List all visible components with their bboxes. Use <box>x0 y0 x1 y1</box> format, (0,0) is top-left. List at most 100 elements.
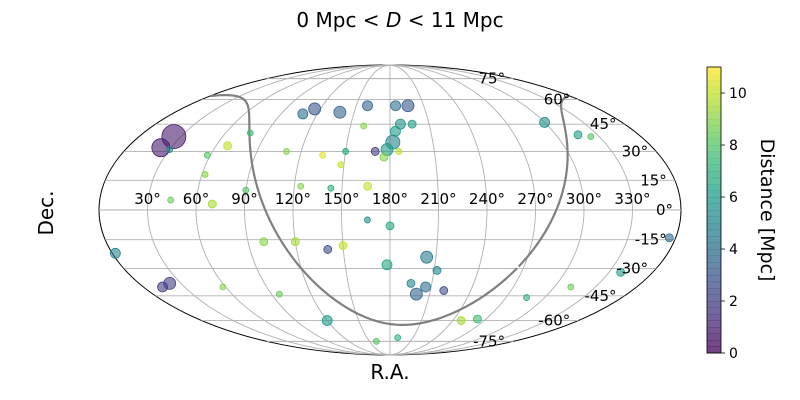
galaxy-point <box>394 334 402 342</box>
colorbar-segment <box>707 203 721 211</box>
colorbar-segment <box>707 301 721 308</box>
colorbar-segment <box>707 275 721 282</box>
colorbar-segment <box>707 132 721 139</box>
galaxy-point <box>337 161 345 169</box>
galaxy-point <box>363 181 373 191</box>
galactic-plane-layer <box>210 94 569 326</box>
colorbar-segment <box>707 184 721 191</box>
galaxy-point <box>297 182 305 190</box>
galaxy-point <box>246 129 254 137</box>
ra-tick-label: 270° <box>517 190 553 208</box>
colorbar-segment <box>707 67 721 74</box>
colorbar-segment <box>707 210 721 217</box>
colorbar-segment <box>707 164 721 172</box>
dec-tick-label: 45° <box>590 115 617 133</box>
dec-tick-label: -75° <box>473 332 505 350</box>
points-layer <box>109 99 674 345</box>
colorbar-segment <box>707 138 721 146</box>
galaxy-point <box>390 100 402 112</box>
colorbar-segment <box>707 294 721 302</box>
galaxy-point <box>166 146 173 153</box>
galaxy-point <box>406 278 416 288</box>
ra-tick-label: 300° <box>566 190 602 208</box>
galaxy-point <box>567 283 575 291</box>
colorbar-segment <box>707 288 721 295</box>
dec-tick-label: -45° <box>585 287 617 305</box>
dec-tick-label: -15° <box>635 231 667 249</box>
galaxy-point <box>321 315 333 326</box>
colorbar-segment <box>707 327 721 334</box>
colorbar-segment <box>707 216 721 224</box>
colorbar-segment <box>707 86 721 94</box>
ra-tick-label: 330° <box>614 190 650 208</box>
galaxy-point <box>319 151 327 159</box>
galaxy-point <box>203 151 211 159</box>
galaxy-point <box>381 259 393 271</box>
colorbar-segment <box>707 112 721 120</box>
ra-tick-label: 240° <box>469 190 505 208</box>
galaxy-point <box>338 241 348 250</box>
colorbar-tick-label: 8 <box>729 138 738 154</box>
galaxy-point <box>372 337 380 345</box>
y-axis-label: Dec. <box>34 190 58 235</box>
galaxy-point <box>109 247 121 259</box>
colorbar-segment <box>707 80 721 87</box>
galaxy-point <box>207 199 217 209</box>
colorbar-segment <box>707 307 721 315</box>
colorbar-segment <box>707 151 721 159</box>
galaxy-point <box>385 221 395 231</box>
ra-tick-label: 30° <box>134 190 161 208</box>
colorbar-segment <box>707 119 721 126</box>
colorbar-segment <box>707 125 721 133</box>
galaxy-point <box>432 266 442 275</box>
colorbar-segment <box>707 171 721 178</box>
dec-tick-label: -30° <box>616 260 648 278</box>
colorbar-frame <box>706 66 722 354</box>
galaxy-point <box>390 125 401 137</box>
galaxy-point <box>201 171 209 178</box>
galaxy-point <box>283 148 290 155</box>
galaxy-point <box>360 122 368 130</box>
ra-tick-label: 210° <box>420 190 456 208</box>
galactic-plane-line <box>517 95 569 268</box>
galaxy-point <box>167 196 175 204</box>
galaxy-point <box>364 216 371 224</box>
galaxy-point <box>157 281 168 293</box>
galactic-plane-line <box>210 94 518 326</box>
colorbar-segment <box>707 229 721 237</box>
galaxy-point <box>523 294 530 301</box>
colorbar-segment <box>707 314 721 321</box>
ra-tick-label: 120° <box>275 190 311 208</box>
colorbar-segment <box>707 255 721 263</box>
colorbar-segment <box>707 333 721 341</box>
colorbar-tick-label: 2 <box>729 294 738 310</box>
galaxy-point <box>242 186 250 194</box>
ra-tick-label: 60° <box>183 190 210 208</box>
galaxy-point <box>420 281 432 293</box>
colorbar-segment <box>707 145 721 152</box>
colorbar-segment <box>707 158 721 165</box>
galaxy-point <box>616 267 626 277</box>
chart-title-right: < 11 Mpc <box>401 8 503 32</box>
dec-tick-label: 15° <box>640 171 667 189</box>
galaxy-point <box>473 314 482 324</box>
galaxy-point <box>223 141 233 151</box>
colorbar-segment <box>707 73 721 81</box>
colorbar-segment <box>707 177 721 185</box>
galaxy-point <box>407 119 417 129</box>
tick-labels-layer: 330° 300° 270° 240° 210° 180° 150° 120° 90° 60° 30… <box>134 70 673 351</box>
colorbar-segment <box>707 249 721 256</box>
colorbar-tick-label: 4 <box>729 242 738 258</box>
galaxy-point <box>333 105 347 119</box>
ra-tick-label: 180° <box>372 190 408 208</box>
colorbar-segment <box>707 346 721 354</box>
galaxy-point <box>420 250 434 264</box>
galaxy-point <box>297 108 309 120</box>
colorbar-segment <box>707 320 721 328</box>
colorbar-tick-label: 10 <box>729 86 747 102</box>
galaxy-point <box>587 133 595 141</box>
galaxy-point <box>664 233 674 243</box>
galaxy-point <box>370 147 380 156</box>
colorbar-segment <box>707 93 721 100</box>
